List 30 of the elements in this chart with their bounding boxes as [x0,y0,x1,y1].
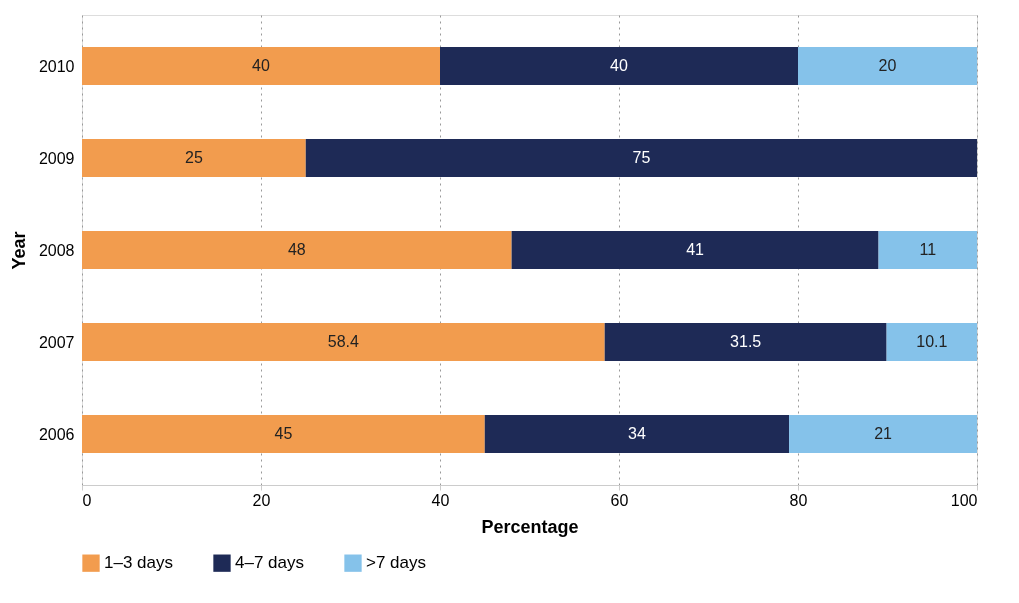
data-label: 34 [628,425,646,442]
y-tick-label: 2008 [38,241,75,259]
x-tick-label: 60 [610,491,629,509]
data-label: 41 [686,241,705,258]
x-tick-label: 0 [82,491,92,509]
data-label: 25 [184,149,203,166]
y-tick-label: 2010 [38,57,75,75]
data-label: 20 [878,57,897,74]
data-label: 11 [919,241,937,258]
y-axis-title: Year [8,231,29,270]
x-tick-label: 20 [252,491,271,509]
data-label: 48 [287,241,306,258]
data-label: 40 [252,57,270,74]
y-tick-label: 2007 [38,333,75,351]
data-label: 31.5 [730,333,762,350]
y-tick-label: 2006 [38,425,75,443]
x-tick-label: 40 [431,491,450,509]
x-axis-title: Percentage [481,516,579,537]
x-tick-label: 100 [950,491,978,509]
data-label: 75 [632,149,651,166]
data-label: 40 [610,57,628,74]
legend-label: >7 days [366,553,427,573]
y-tick-label: 2009 [38,149,75,167]
x-tick-label: 80 [789,491,808,509]
data-label: 58.4 [327,333,360,350]
data-label: 10.1 [916,333,948,350]
data-label: 21 [874,425,893,442]
data-label: 45 [274,425,293,442]
legend-label: 4–7 days [235,553,304,573]
legend-label: 1–3 days [104,553,173,573]
